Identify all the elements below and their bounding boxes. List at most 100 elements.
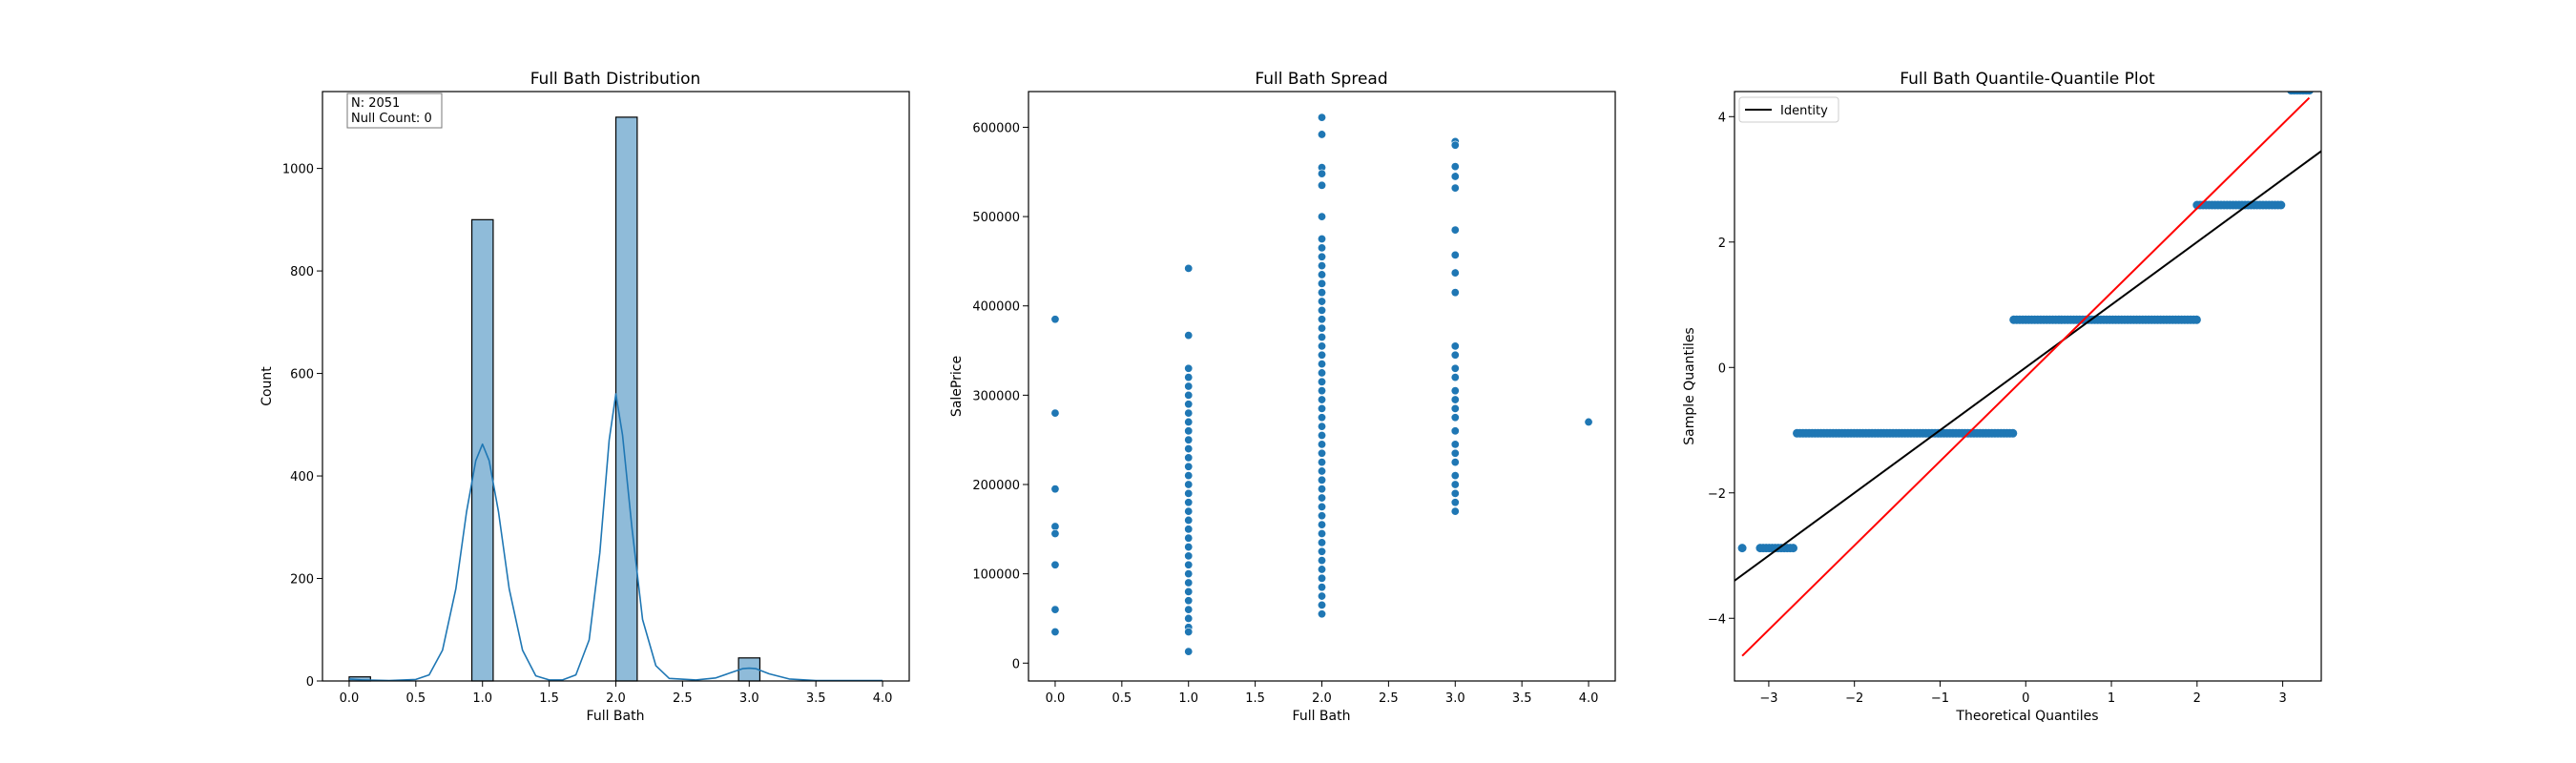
scatter-point (1184, 382, 1194, 391)
y-tick-label: 0 (1012, 657, 1020, 671)
scatter-point (1318, 270, 1327, 279)
scatter-point (1318, 305, 1327, 315)
scatter-panel: Full Bath Spread 0.0 0.5 1.0 1.5 2.0 2.5 3.0 3.… (949, 70, 1616, 724)
qq-panel: Full Bath Quantile-Quantile Plot −3 −2 −1 0… (1682, 70, 2322, 724)
histogram-bar (470, 218, 494, 682)
scatter-point (1318, 565, 1327, 574)
scatter-point (1184, 569, 1194, 579)
scatter-point (1050, 315, 1060, 324)
scatter-point (1184, 363, 1194, 373)
scatter-point (1184, 543, 1194, 552)
x-tick-label: 1.0 (1178, 691, 1198, 706)
scatter-point (1450, 488, 1460, 498)
scatter-point (1184, 263, 1194, 273)
qq-point (2305, 92, 2314, 95)
scatter-point (1318, 403, 1327, 413)
scatter-point (1318, 609, 1327, 619)
scatter-point (1318, 252, 1327, 261)
scatter-point (1584, 417, 1593, 426)
scatter-points (1050, 113, 1593, 656)
scatter-point (1050, 485, 1060, 494)
scatter-point (1450, 172, 1460, 181)
scatter-point (1318, 573, 1327, 583)
qq-title: Full Bath Quantile-Quantile Plot (1900, 70, 2155, 89)
scatter-point (1450, 413, 1460, 423)
scatter-point (1184, 400, 1194, 409)
scatter-point (1184, 627, 1194, 636)
scatter-point (1318, 502, 1327, 511)
scatter-point (1050, 627, 1060, 636)
scatter-point (1318, 395, 1327, 404)
stats-annotation-n: N: 2051 (351, 96, 400, 111)
y-tick-label: 200000 (972, 479, 1020, 493)
scatter-point (1450, 480, 1460, 489)
x-tick-label: 2.5 (1379, 691, 1399, 706)
scatter-point (1050, 560, 1060, 569)
scatter-point (1318, 546, 1327, 556)
y-tick-label: 200 (290, 573, 314, 588)
qq-marks (1735, 92, 2321, 657)
x-tick-label: 4.0 (1579, 691, 1599, 706)
y-tick-label: −2 (1708, 487, 1726, 502)
identity-line (1735, 150, 2321, 582)
qq-x-label: Theoretical Quantiles (1955, 709, 2098, 724)
scatter-point (1318, 278, 1327, 288)
scatter-point (1184, 613, 1194, 623)
y-tick-label: 500000 (972, 211, 1020, 225)
scatter-point (1184, 533, 1194, 543)
legend-identity-label: Identity (1780, 104, 1828, 118)
x-tick-label: 0.0 (1046, 691, 1066, 706)
scatter-point (1450, 250, 1460, 259)
stats-annotation-null: Null Count: 0 (351, 112, 432, 126)
x-tick-label: −1 (1931, 691, 1949, 706)
scatter-point (1050, 408, 1060, 418)
scatter-point (1184, 480, 1194, 489)
scatter-point (1318, 323, 1327, 333)
scatter-point (1318, 360, 1327, 369)
scatter-point (1184, 408, 1194, 418)
x-tick-label: 0.0 (340, 691, 360, 706)
scatter-point (1450, 498, 1460, 507)
scatter-point (1050, 605, 1060, 614)
x-tick-label: 3.0 (1445, 691, 1465, 706)
scatter-point (1184, 426, 1194, 436)
scatter-point (1450, 403, 1460, 413)
qq-point (2276, 200, 2286, 210)
y-tick-label: 0 (1718, 361, 1726, 376)
scatter-point (1318, 600, 1327, 609)
scatter-point (1184, 596, 1194, 606)
x-tick-label: 4.0 (873, 691, 893, 706)
scatter-point (1450, 471, 1460, 481)
stats-annotation-box: N: 2051 Null Count: 0 (346, 93, 443, 129)
x-tick-label: −2 (1845, 691, 1863, 706)
x-tick-label: 2 (2193, 691, 2201, 706)
x-tick-label: 1.5 (539, 691, 559, 706)
scatter-point (1184, 647, 1194, 656)
y-tick-label: 600 (290, 368, 314, 382)
y-tick-label: 400000 (972, 300, 1020, 315)
y-tick-label: −4 (1708, 612, 1726, 627)
x-tick-label: 2.0 (1312, 691, 1332, 706)
scatter-point (1184, 417, 1194, 426)
scatter-point (1318, 430, 1327, 440)
scatter-point (1318, 448, 1327, 458)
scatter-point (1184, 587, 1194, 596)
qq-point (2008, 428, 2018, 438)
scatter-point (1450, 386, 1460, 396)
scatter-point (1318, 475, 1327, 485)
scatter-point (1050, 522, 1060, 531)
scatter-point (1318, 493, 1327, 503)
scatter-point (1184, 462, 1194, 471)
histogram-panel: Full Bath Distribution 0.0 0.5 1.0 1.5 2.0 2.… (260, 70, 910, 724)
qq-point (2192, 315, 2201, 324)
scatter-point (1450, 440, 1460, 449)
scatter-point (1450, 448, 1460, 458)
scatter-point (1184, 506, 1194, 516)
scatter-point (1318, 466, 1327, 476)
qq-y-label: Sample Quantiles (1682, 327, 1697, 444)
scatter-point (1318, 538, 1327, 547)
scatter-point (1318, 212, 1327, 221)
x-tick-label: 0 (2022, 691, 2029, 706)
scatter-point (1318, 422, 1327, 431)
scatter-point (1318, 368, 1327, 378)
